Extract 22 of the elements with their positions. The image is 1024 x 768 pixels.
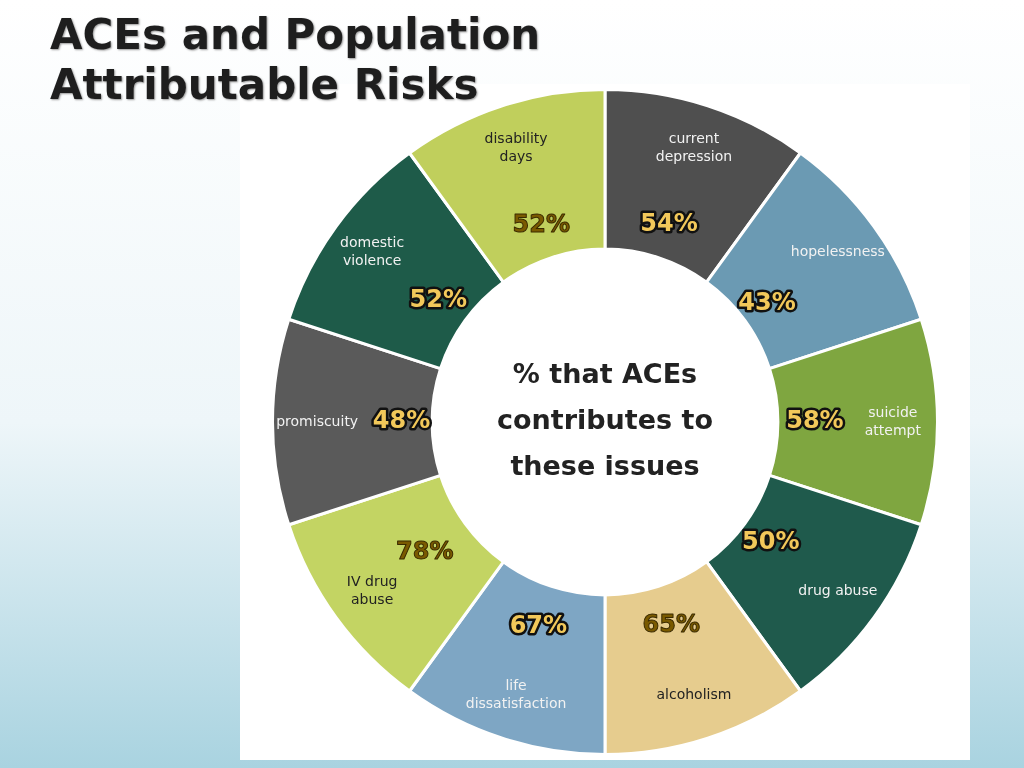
- data-label: 52%: [409, 285, 467, 314]
- category-label: life dissatisfaction: [465, 677, 567, 712]
- data-label: 67%: [509, 611, 568, 640]
- category-label: suicide attempt: [864, 403, 922, 438]
- data-label: 48%: [372, 406, 431, 435]
- category-label: domestic violence: [340, 234, 405, 269]
- data-label: 58%: [786, 406, 844, 435]
- category-label: alcoholism: [656, 686, 732, 703]
- category-label: hopelessness: [790, 243, 885, 260]
- category-label: promiscuity: [276, 412, 359, 429]
- data-label: 78%: [396, 537, 454, 566]
- category-label: drug abuse: [798, 581, 878, 598]
- data-label: 52%: [512, 210, 571, 239]
- data-label: 65%: [642, 610, 700, 639]
- data-label: 43%: [738, 288, 796, 317]
- data-label: 50%: [741, 526, 800, 555]
- category-label: current depression: [655, 129, 733, 164]
- category-label: disability days: [484, 129, 548, 164]
- text: % that ACEs contributes to these issues: [497, 358, 713, 482]
- text: ACEs and Population Attributable Risks: [50, 10, 542, 111]
- data-label: 54%: [640, 209, 698, 238]
- category-label: IV drug abuse: [346, 572, 398, 607]
